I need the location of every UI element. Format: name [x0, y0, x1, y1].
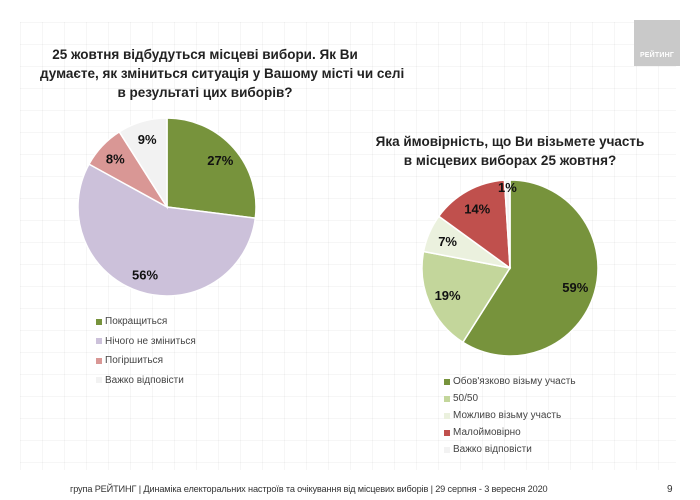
left-legend-label: Нічого не зміниться — [105, 335, 196, 347]
right-legend-label: 50/50 — [453, 393, 479, 404]
left-chart-legend: Покращиться Нічого не зміниться Погіршитьс… — [96, 312, 196, 390]
left-pie-data-label: 9% — [138, 132, 157, 147]
left-legend-label: Погіршиться — [105, 355, 163, 367]
right-legend-swatch — [444, 378, 450, 385]
left-legend-item: Нічого не зміниться — [96, 332, 196, 352]
left-chart-title-line: 25 жовтня відбудуться місцеві вибори. Як… — [52, 47, 358, 62]
left-legend-item: Важко відповісти — [96, 371, 196, 391]
right-pie-slice-1 — [461, 179, 599, 357]
right-legend-swatch — [444, 429, 450, 436]
left-pie-chart: 27% 56% 8% 9% — [77, 117, 257, 297]
footer-text: група РЕЙТИНГ | Динаміка електоральних н… — [70, 484, 548, 494]
right-legend-swatch — [444, 395, 450, 402]
right-pie-data-label: 7% — [438, 234, 457, 249]
right-pie-data-label: 59% — [562, 280, 588, 295]
right-pie-slice-2 — [421, 250, 512, 344]
right-legend-label: Малоймовірно — [453, 427, 521, 438]
right-legend-item: 50/50 — [444, 390, 576, 407]
left-legend-swatch — [96, 338, 102, 345]
right-pie-chart: 59% 19% 7% 14% 1% — [421, 179, 599, 357]
left-pie-data-label: 27% — [207, 153, 233, 168]
left-legend-swatch — [96, 377, 102, 384]
left-legend-label: Покращиться — [105, 316, 168, 328]
left-chart-title-line: в результаті цих виборів? — [117, 85, 293, 100]
left-legend-swatch — [96, 357, 102, 364]
right-chart-title: Яка ймовірність, що Ви візьмете участь в… — [360, 132, 660, 170]
left-pie-data-label: 56% — [132, 268, 158, 283]
right-legend-swatch — [444, 446, 450, 453]
right-legend-label: Важко відповісти — [453, 444, 532, 455]
right-pie-slice-4 — [437, 179, 511, 270]
left-pie-data-label: 8% — [106, 151, 125, 166]
right-chart-title-line: Яка ймовірність, що Ви візьмете участь — [375, 134, 645, 149]
right-pie-data-label: 19% — [435, 288, 461, 303]
rating-logo: РЕЙТИНГ — [634, 20, 680, 66]
right-legend-item: Важко відповісти — [444, 441, 576, 458]
left-legend-item: Погіршиться — [96, 351, 196, 371]
logo-text: РЕЙТИНГ — [639, 52, 675, 59]
right-legend-swatch — [444, 412, 450, 419]
right-chart-title-line: в місцевих виборах 25 жовтня? — [403, 153, 617, 168]
right-pie-data-label: 1% — [498, 180, 517, 195]
right-pie-slice-5 — [503, 179, 511, 269]
left-chart-title: 25 жовтня відбудуться місцеві вибори. Як… — [40, 45, 405, 102]
right-legend-item: Можливо візьму участь — [444, 407, 576, 424]
right-legend-item: Обов'язково візьму участь — [444, 373, 576, 390]
left-legend-swatch — [96, 318, 102, 325]
right-legend-item: Малоймовірно — [444, 424, 576, 441]
right-legend-label: Можливо візьму участь — [453, 410, 562, 421]
left-chart-title-line: думаєте, як зміниться ситуація у Вашому … — [40, 66, 405, 81]
right-chart-legend: Обов'язково візьму участь 50/50 Можливо ві… — [444, 373, 576, 458]
left-pie-slice-2 — [77, 163, 257, 297]
page-number: 9 — [667, 484, 673, 495]
left-pie-slice-1 — [166, 117, 257, 219]
left-legend-label: Важко відповісти — [105, 374, 184, 386]
left-legend-item: Покращиться — [96, 312, 196, 332]
left-pie-slice-4 — [118, 117, 168, 210]
right-legend-label: Обов'язково візьму участь — [453, 376, 576, 387]
right-pie-data-label: 14% — [464, 201, 490, 216]
